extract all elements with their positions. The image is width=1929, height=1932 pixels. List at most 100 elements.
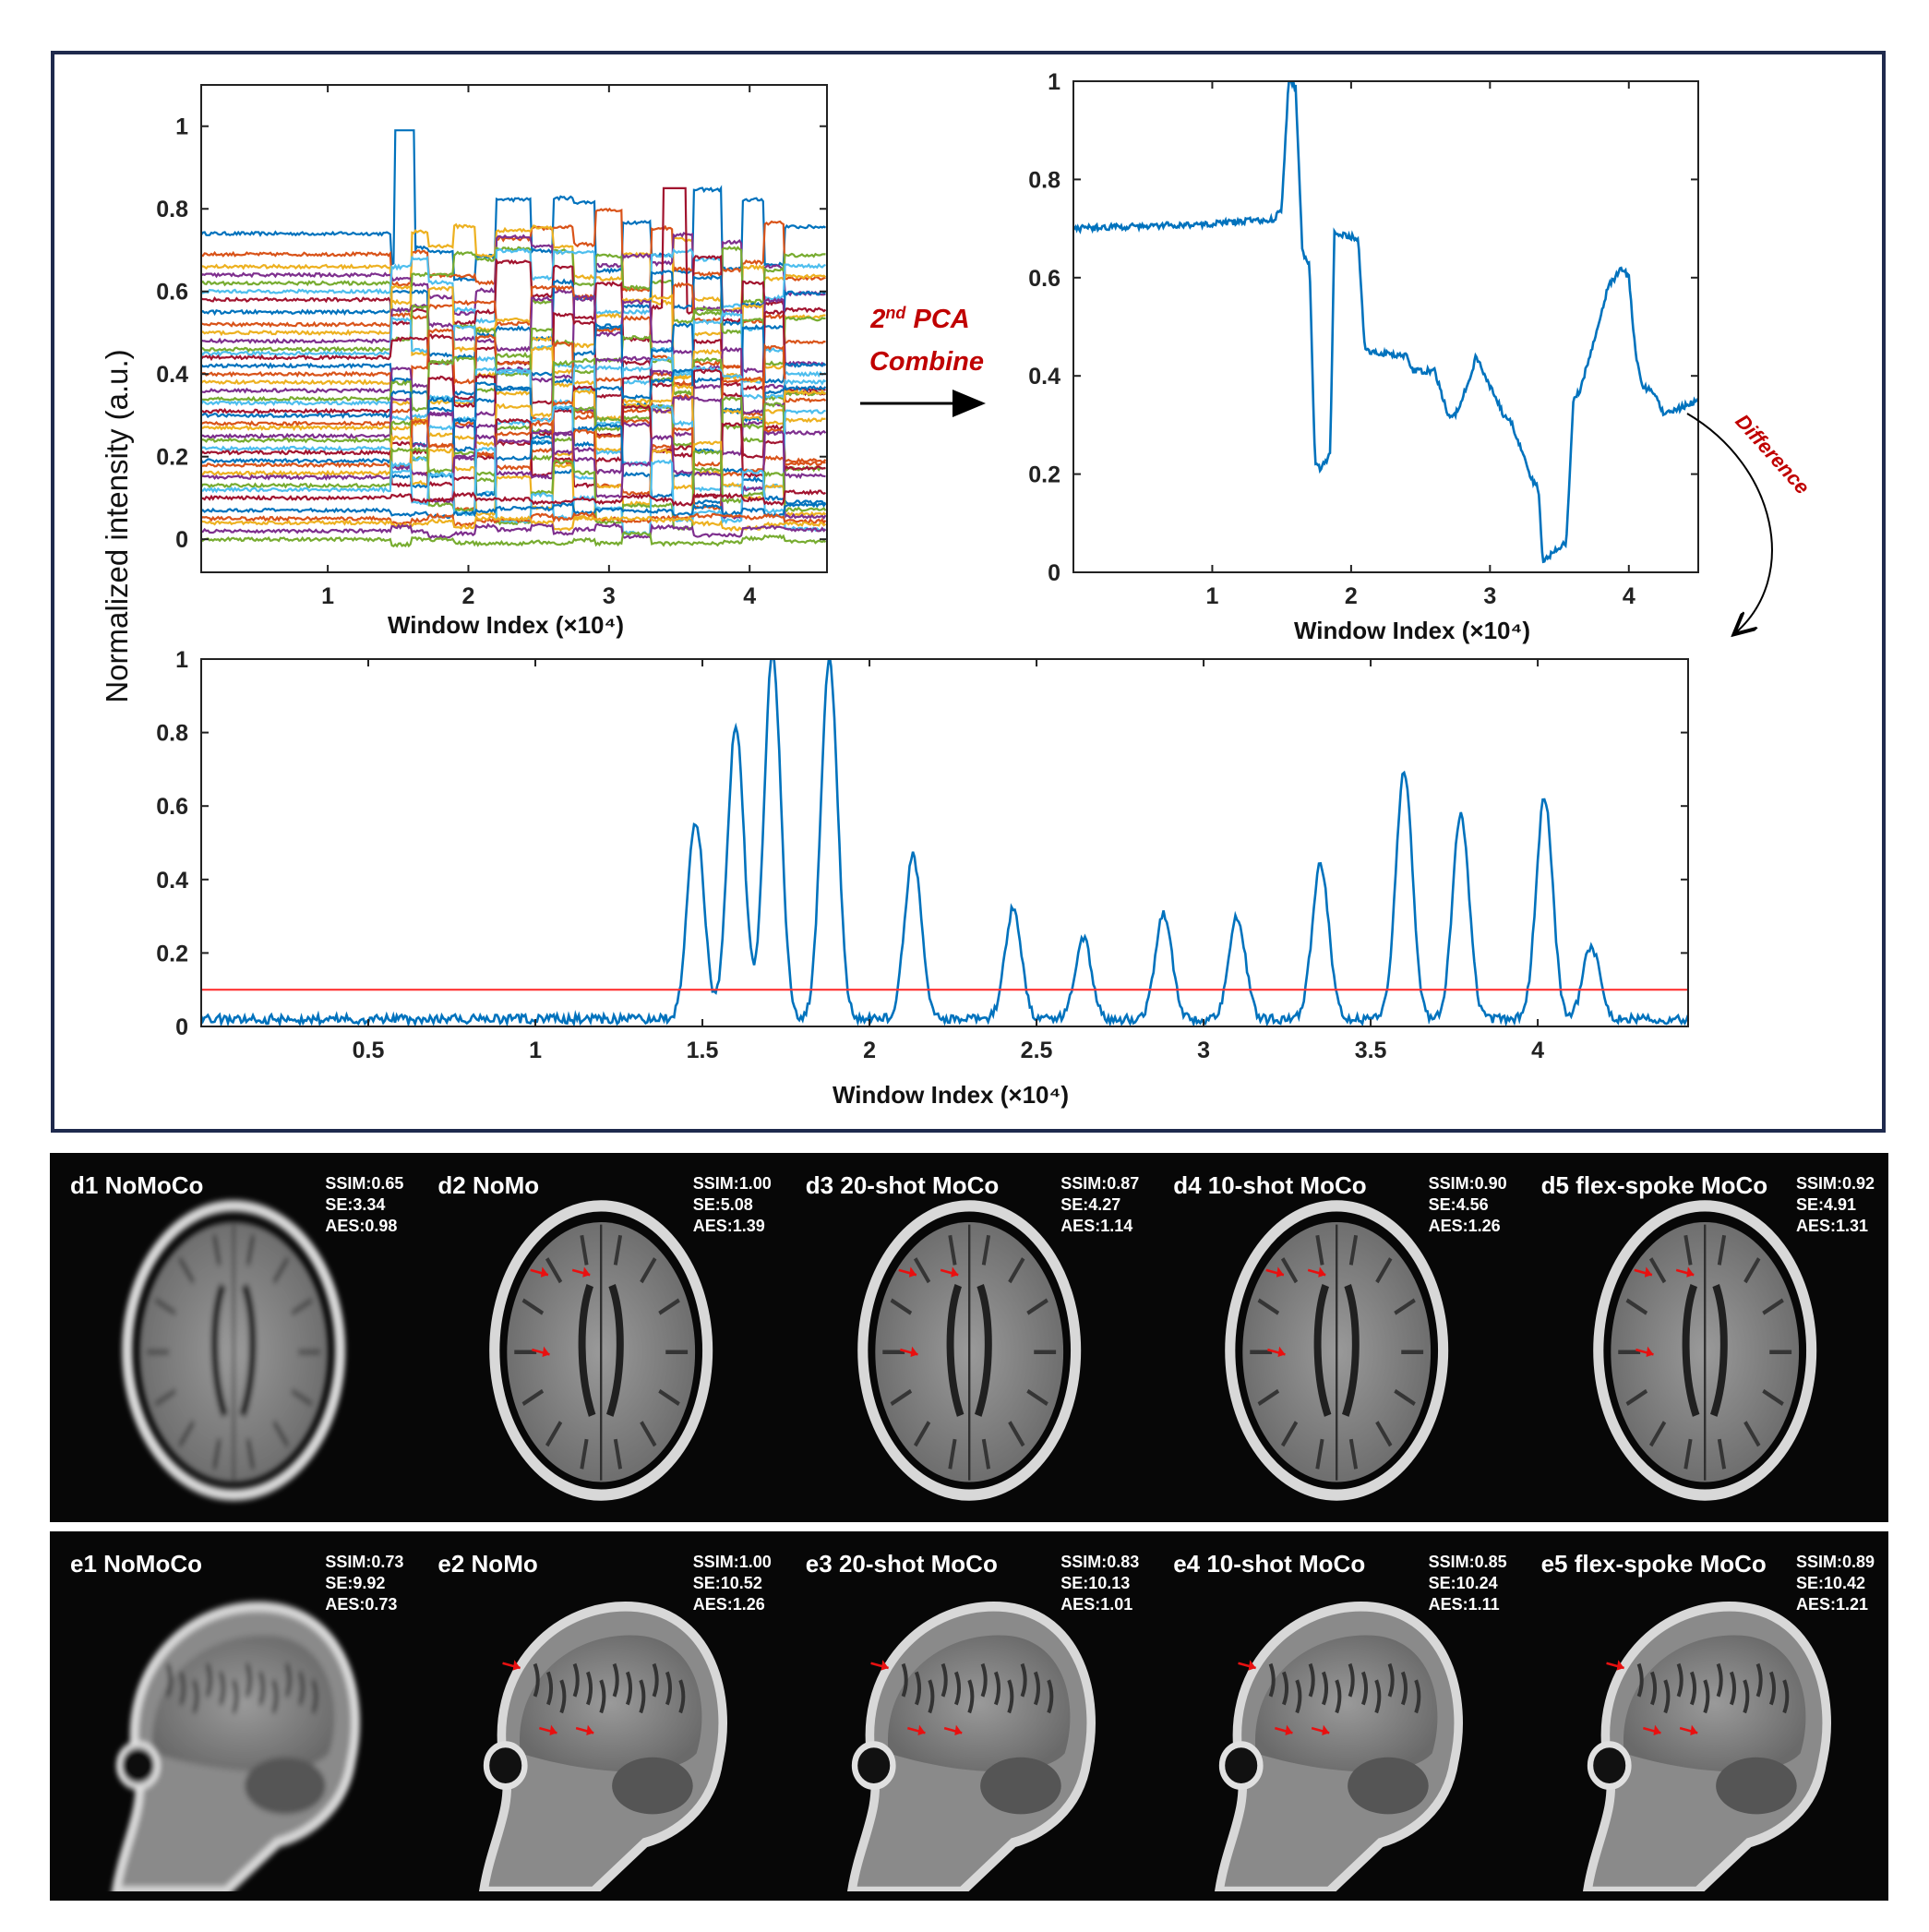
mri-image	[1558, 1566, 1851, 1897]
mri-image	[454, 1566, 748, 1897]
x-tick-label: 3	[1483, 583, 1496, 609]
pca-component-line	[201, 186, 827, 343]
pca-component-line	[201, 270, 826, 360]
mri-image	[87, 1566, 380, 1897]
metric-value: AES:1.14	[1060, 1217, 1133, 1235]
mri-panel-d1: d1 NoMoCo SSIM:0.65 SE:3.34 AES:0.98	[50, 1153, 417, 1522]
mri-image	[822, 1188, 1116, 1513]
metric-value: AES:1.01	[1060, 1595, 1133, 1614]
metric-value: SE:5.08	[692, 1195, 753, 1214]
metric-value: AES:1.31	[1795, 1217, 1869, 1235]
x-tick-label: 3.5	[1355, 1038, 1387, 1063]
mri-panel-d5: d5 flex-spoke MoCo SSIM:0.92 SE:4.91 AES:1.…	[1521, 1153, 1888, 1522]
y-tick-label: 1	[175, 647, 188, 673]
mri-panel-metrics: SSIM:0.85 SE:10.24 AES:1.11	[1429, 1552, 1507, 1615]
metric-value: SSIM:1.00	[692, 1174, 772, 1193]
figure-svg: 1 2 3 4 0 0.2 0.4 0.6 0.8 1 Window Index (×10⁴) 1…	[100, 69, 1815, 1109]
x-tick-label: 2	[863, 1038, 876, 1063]
mri-panel-title: e3 20-shot MoCo	[805, 1550, 998, 1578]
y-tick-label: 0.4	[156, 868, 188, 894]
mri-row-axial: d1 NoMoCo SSIM:0.65 SE:3.34 AES:0.98 d2 NoMo…	[50, 1153, 1888, 1522]
x-axis-label: Window Index (×10⁴)	[388, 611, 624, 639]
x-tick-label: 1	[529, 1038, 542, 1063]
x-tick-label: 1	[321, 583, 334, 609]
metric-value: SE:10.42	[1795, 1574, 1866, 1592]
metric-value: SE:10.24	[1428, 1574, 1498, 1592]
pca-component-line	[201, 500, 827, 520]
mri-panel-title: d3 20-shot MoCo	[805, 1171, 1000, 1199]
chart-pca-combined: 1 2 3 4 0 0.2 0.4 0.6 0.8 1 Window Index (×10⁴)	[1028, 69, 1699, 644]
pca-combine-arrow: 2nd PCA Combine	[860, 304, 986, 417]
mri-panel-title: e5 flex-spoke MoCo	[1540, 1550, 1767, 1578]
metric-value: SSIM:0.89	[1795, 1553, 1875, 1571]
x-tick-label: 2.5	[1021, 1038, 1053, 1063]
mri-panel-e1: e1 NoMoCo SSIM:0.73 SE:9.92 AES:0.73	[50, 1531, 417, 1901]
combined-series-line	[1073, 81, 1698, 564]
y-tick-label: 0.8	[156, 721, 188, 747]
metric-value: SSIM:0.87	[1060, 1174, 1140, 1193]
x-tick-label: 1	[1205, 583, 1218, 609]
mri-panel-metrics: SSIM:0.89 SE:10.42 AES:1.21	[1796, 1552, 1875, 1615]
axis-ticks: 0.5 1 1.5 2 2.5 3 3.5 4 0 0.2 0.4 0.6 0.8 1	[156, 647, 1688, 1063]
mri-image	[454, 1188, 748, 1513]
mri-panel-title: e2 NoMo	[437, 1550, 538, 1578]
metric-value: SSIM:0.65	[325, 1174, 404, 1193]
y-axis-label: Normalized intensity (a.u.)	[100, 349, 134, 702]
metric-value: AES:0.73	[325, 1595, 398, 1614]
mri-panel-e5: e5 flex-spoke MoCo SSIM:0.89 SE:10.42 AES:1…	[1521, 1531, 1888, 1901]
pca-component-line	[201, 129, 827, 282]
mri-panel-d4: d4 10-shot MoCo SSIM:0.90 SE:4.56 AES:1.26	[1153, 1153, 1520, 1522]
combined-line	[1073, 81, 1698, 564]
y-tick-label: 0.6	[156, 280, 188, 306]
mri-panel-metrics: SSIM:0.83 SE:10.13 AES:1.01	[1060, 1552, 1139, 1615]
difference-series-line	[201, 659, 1688, 1026]
x-tick-label: 3	[603, 583, 616, 609]
mri-image	[1190, 1188, 1483, 1513]
x-tick-label: 4	[1623, 583, 1635, 609]
axis-ticks: 1 2 3 4 0 0.2 0.4 0.6 0.8 1	[156, 85, 827, 609]
mri-panel-title: e1 NoMoCo	[70, 1550, 202, 1578]
metric-value: SE:4.27	[1060, 1195, 1121, 1214]
metric-value: AES:1.11	[1428, 1595, 1500, 1614]
pca-component-lines	[201, 129, 827, 548]
y-tick-label: 0.4	[1028, 364, 1060, 390]
mri-panel-e4: e4 10-shot MoCo SSIM:0.85 SE:10.24 AES:1.11	[1153, 1531, 1520, 1901]
metric-value: SSIM:0.92	[1795, 1174, 1875, 1193]
y-tick-label: 0.2	[1028, 462, 1060, 488]
mri-panel-title: d2 NoMo	[437, 1171, 540, 1199]
chart-difference: 0.5 1 1.5 2 2.5 3 3.5 4 0 0.2 0.4 0.6 0.8 1 Window In…	[156, 647, 1689, 1109]
pca-component-line	[201, 416, 827, 506]
mri-panel-metrics: SSIM:0.90 SE:4.56 AES:1.26	[1429, 1173, 1507, 1237]
x-tick-label: 0.5	[353, 1038, 385, 1063]
difference-arrow: Difference	[1686, 410, 1815, 633]
pca-component-line	[201, 355, 827, 448]
axis-ticks: 1 2 3 4 0 0.2 0.4 0.6 0.8 1	[1028, 69, 1698, 609]
pca-component-line	[201, 309, 826, 393]
y-tick-label: 0.6	[1028, 266, 1060, 292]
mri-panel-metrics: SSIM:1.00 SE:5.08 AES:1.39	[693, 1173, 772, 1237]
y-tick-label: 1	[175, 114, 188, 140]
y-tick-label: 1	[1048, 69, 1060, 95]
x-axis-label: Window Index (×10⁴)	[1294, 617, 1530, 644]
mri-panel-e2: e2 NoMo SSIM:1.00 SE:10.52 AES:1.26	[417, 1531, 785, 1901]
mri-panel-d3: d3 20-shot MoCo SSIM:0.87 SE:4.27 AES:1.14	[785, 1153, 1153, 1522]
y-tick-label: 0.6	[156, 794, 188, 820]
metric-value: SSIM:0.85	[1428, 1553, 1507, 1571]
metric-value: SE:9.92	[325, 1574, 386, 1592]
mri-panel-metrics: SSIM:0.73 SE:9.92 AES:0.73	[325, 1552, 403, 1615]
mri-image	[822, 1566, 1116, 1897]
mri-image	[1558, 1188, 1851, 1513]
x-tick-label: 2	[1345, 583, 1358, 609]
x-tick-label: 4	[1531, 1038, 1544, 1063]
pca-component-line	[201, 368, 826, 459]
metric-value: AES:0.98	[325, 1217, 398, 1235]
chart-frame	[51, 51, 1886, 1133]
y-tick-label: 0.2	[156, 445, 188, 471]
y-tick-label: 0	[175, 527, 188, 553]
mri-panel-d2: d2 NoMo SSIM:1.00 SE:5.08 AES:1.39	[417, 1153, 785, 1522]
metric-value: SE:3.34	[325, 1195, 386, 1214]
pca-component-line	[201, 514, 827, 533]
metric-value: SE:10.13	[1060, 1574, 1131, 1592]
x-axis-label: Window Index (×10⁴)	[833, 1081, 1069, 1109]
pca-component-line	[201, 522, 827, 540]
